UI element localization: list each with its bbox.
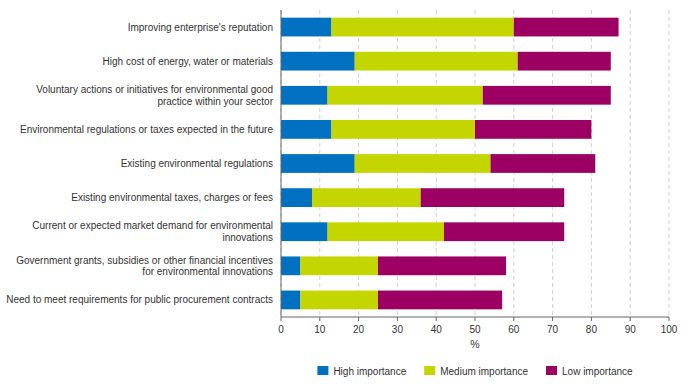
category-label: Government grants, subsidies or other fi… [16, 255, 273, 278]
tick-label: 30 [392, 324, 404, 335]
bar-segment [421, 188, 565, 207]
tick-label: 20 [353, 324, 365, 335]
chart: Improving enterprise's reputation High co… [0, 0, 691, 387]
bar-segment [328, 86, 483, 105]
bar-segment [281, 154, 355, 173]
category-label: Need to meet requirements for public pro… [6, 294, 273, 305]
legend-label: Medium importance [440, 366, 528, 377]
category-label: Current or expected market demand for en… [32, 220, 273, 243]
bar-segment [355, 154, 491, 173]
legend-swatch [424, 366, 435, 375]
bar-segment [281, 222, 328, 241]
tick-mark [513, 317, 514, 321]
tick-mark [669, 317, 670, 321]
bar-segment [331, 120, 475, 139]
grid-line [630, 10, 631, 317]
bar-segment [300, 256, 378, 275]
grid [281, 10, 669, 317]
bar-segment [328, 222, 444, 241]
bar-segment [378, 256, 506, 275]
tick-label: 100 [661, 324, 678, 335]
grid-line [669, 10, 670, 317]
bar-segment [491, 154, 596, 173]
tick-mark [281, 317, 282, 321]
bar-segment [281, 120, 331, 139]
grid-line [281, 10, 282, 317]
legend-label: High importance [333, 366, 406, 377]
category-label: Existing environmental regulations [121, 158, 273, 169]
bar-segment [483, 86, 611, 105]
bar-segment [281, 188, 312, 207]
tick-mark [591, 317, 592, 321]
bar-segment [281, 291, 300, 310]
tick-mark [552, 317, 553, 321]
bar-segment [281, 86, 328, 105]
bar-segment [514, 18, 619, 37]
tick-label: 50 [469, 324, 481, 335]
tick-mark [436, 317, 437, 321]
category-label: High cost of energy, water or materials [103, 56, 273, 67]
category-label: Voluntary actions or initiatives for env… [36, 84, 273, 107]
legend: High importance Medium importance Low impo… [317, 366, 633, 377]
legend-item: High importance [317, 366, 406, 377]
x-axis: 0 10 20 30 40 50 60 70 80 90 100 [278, 317, 678, 335]
tick-label: 60 [508, 324, 520, 335]
tick-mark [630, 317, 631, 321]
x-axis-line [281, 317, 669, 318]
bar-segment [355, 52, 518, 71]
tick-label: 10 [314, 324, 326, 335]
bar-segment [281, 256, 300, 275]
category-label: Improving enterprise's reputation [128, 22, 273, 33]
legend-item: Low importance [546, 366, 633, 377]
bar-segment [312, 188, 421, 207]
legend-swatch [317, 366, 328, 375]
bars [281, 18, 619, 310]
bar-segment [475, 120, 591, 139]
bar-segment [518, 52, 611, 71]
y-axis-line [281, 10, 282, 317]
bar-segment [281, 52, 355, 71]
bar-segment [378, 291, 502, 310]
bar-segment [444, 222, 564, 241]
bar-segment [300, 291, 378, 310]
bar-segment [331, 18, 513, 37]
tick-label: 0 [278, 324, 284, 335]
tick-mark [475, 317, 476, 321]
y-axis-labels: Improving enterprise's reputation High co… [6, 22, 273, 306]
x-axis-label: % [470, 338, 479, 350]
tick-label: 70 [547, 324, 559, 335]
tick-mark [358, 317, 359, 321]
category-label: Existing environmental taxes, charges or… [71, 192, 273, 203]
tick-mark [319, 317, 320, 321]
category-label: Environmental regulations or taxes expec… [20, 124, 273, 135]
legend-label: Low importance [562, 366, 633, 377]
tick-label: 40 [431, 324, 443, 335]
bar-segment [281, 18, 331, 37]
tick-label: 80 [586, 324, 598, 335]
tick-mark [397, 317, 398, 321]
tick-label: 90 [625, 324, 637, 335]
legend-swatch [546, 366, 557, 375]
legend-item: Medium importance [424, 366, 528, 377]
